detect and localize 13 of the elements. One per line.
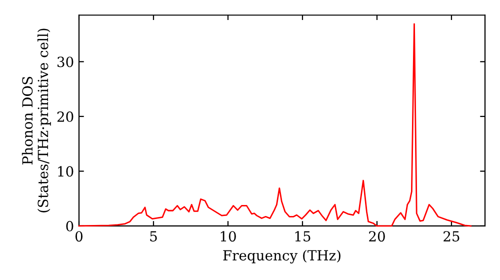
x-axis-title: Frequency (THz): [223, 250, 340, 264]
x-tick-label: 0: [75, 231, 82, 242]
x-tick-label: 15: [295, 231, 310, 242]
x-tick-label: 25: [444, 231, 460, 242]
x-tick-label: 5: [150, 231, 157, 242]
x-tick-label: 20: [369, 231, 385, 242]
y-axis-title: Phonon DOS (States/THz·primitive cell): [22, 28, 51, 212]
x-tick-label: 10: [220, 231, 236, 242]
y-tick-label: 0: [66, 220, 74, 232]
y-tick-label: 30: [58, 56, 74, 68]
line-series: [78, 23, 472, 227]
y-tick-label: 10: [58, 166, 74, 177]
y-tick-label: 20: [57, 111, 74, 122]
